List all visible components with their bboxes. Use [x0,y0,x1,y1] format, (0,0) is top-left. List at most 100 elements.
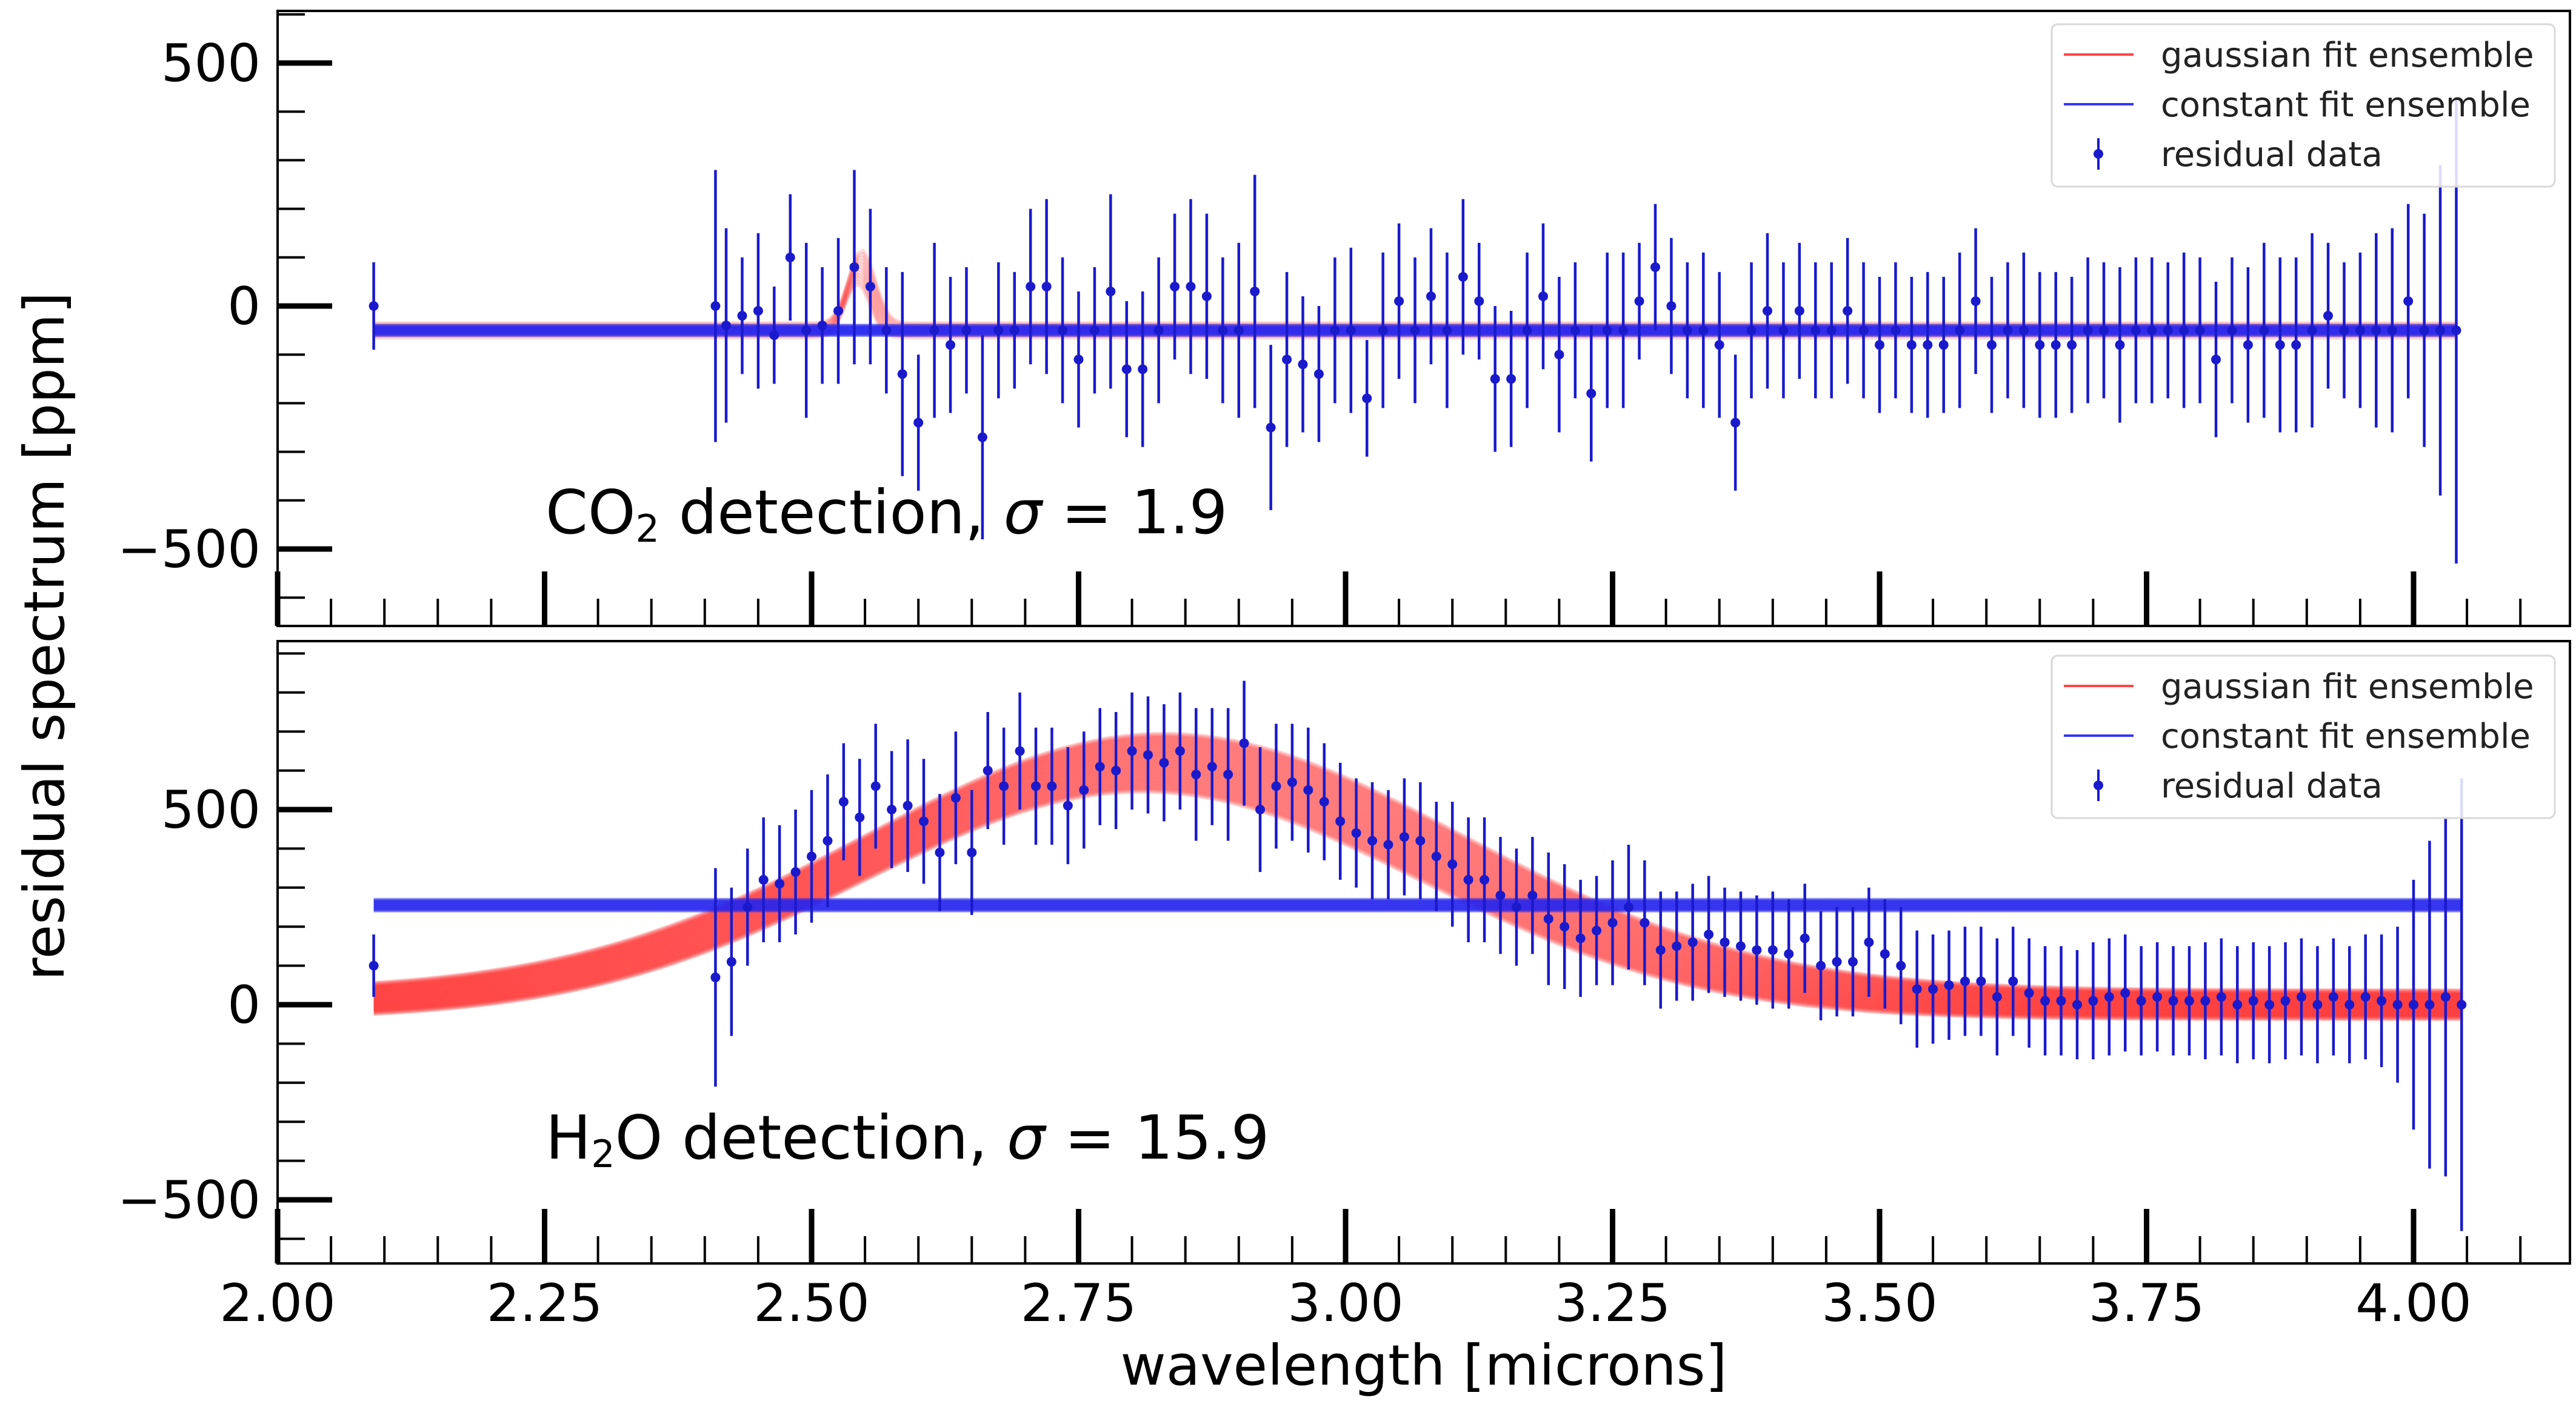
h2o-data-point [1111,765,1121,776]
h2o-gaussian-fit-line [373,760,2462,1008]
h2o-legend-data-marker [2094,780,2103,790]
co2-data-point [1170,281,1180,291]
h2o-data-point [2344,1000,2355,1010]
co2-data-point [1650,262,1660,272]
h2o-gaussian-fit-line [373,784,2462,1019]
h2o-gaussian-fit-line [373,733,2462,995]
co2-data-point [881,325,892,336]
co2-legend-data-label: residual data [2161,135,2383,175]
co2-data-point [2147,325,2157,336]
h2o-data-point [1335,816,1346,827]
co2-data-point [2131,325,2141,336]
h2o-data-point [2072,1000,2082,1010]
h2o-data-point [2392,1000,2403,1010]
h2o-data-point [2264,1000,2275,1010]
h2o-gaussian-fit-line [373,752,2462,1004]
co2-data-point [1394,296,1404,306]
co2-data-point [753,306,763,316]
h2o-data-point [1543,914,1553,924]
co2-data-point [817,321,827,331]
co2-data-point [1106,286,1116,296]
h2o-data-point [2056,996,2066,1006]
co2-data-point [977,432,987,442]
co2-data-point [1730,418,1741,428]
h2o-data-point [1896,960,1906,971]
h2o-data-point [1623,902,1633,912]
h2o-data-point [1912,984,1922,994]
co2-data-point [2050,340,2061,350]
co2-data-point [2435,325,2446,336]
h2o-data-point [1511,902,1521,912]
co2-data-point [1826,325,1837,336]
co2-data-point [1875,340,1884,350]
h2o-data-point [2168,996,2178,1006]
co2-data-point [946,340,956,350]
h2o-gaussian-fit-line [373,769,2462,1012]
co2-data-point [1378,325,1388,336]
h2o-data-point [1079,785,1089,795]
h2o-data-point [1351,828,1361,838]
co2-data-point [1714,340,1724,350]
co2-data-point [1682,325,1692,336]
h2o-data-point [1319,797,1329,807]
co2-data-point [2227,325,2237,336]
h2o-data-point [1303,785,1313,795]
co2-legend-constant-label: constant fit ensemble [2161,85,2531,125]
h2o-data-point [790,867,801,877]
x-axis-title: wavelength [microns] [1120,1333,1727,1398]
co2-data-point [785,252,795,262]
co2-data-point [1442,325,1452,336]
h2o-gaussian-fit-line [373,742,2462,999]
co2-data-point [2355,325,2365,336]
h2o-data-point [855,812,865,822]
h2o-detection-annotation: H2O detection, σ = 15.9 [546,1102,1269,1176]
co2-y-tick-label: −500 [118,519,261,580]
co2-data-point [1186,281,1196,291]
co2-data-point [801,325,812,336]
co2-data-point [849,262,859,272]
co2-data-point [1890,325,1901,336]
x-tick-label: 3.75 [2089,1273,2204,1334]
co2-data-point [1138,364,1148,374]
h2o-data-point [1015,746,1025,756]
h2o-gaussian-fit-line [373,736,2462,996]
co2-data-point [2035,340,2045,350]
co2-data-point [1282,354,1292,365]
x-tick-label: 2.50 [753,1273,869,1334]
co2-data-point [2339,325,2349,336]
co2-data-point [865,281,875,291]
h2o-data-point [710,972,721,982]
co2-data-point [2291,340,2301,350]
co2-data-point [1233,325,1244,336]
h2o-data-point [1880,949,1890,959]
h2o-gaussian-fit-line [373,765,2462,1010]
co2-data-point [1762,306,1772,316]
co2-data-point [2371,325,2381,336]
h2o-data-point [1560,922,1570,932]
h2o-data-point [1287,777,1297,787]
h2o-gaussian-fit-line [373,767,2462,1011]
x-tick-label: 3.25 [1555,1273,1670,1334]
h2o-gaussian-fit-line [373,750,2462,1003]
h2o-data-point [1720,937,1730,947]
h2o-constant-fit-ensemble [373,897,2462,913]
h2o-data-point [919,816,929,827]
co2-data-point [1618,325,1629,336]
co2-data-point [2387,325,2397,336]
h2o-data-point [1480,874,1490,885]
co2-data-point [2195,325,2205,336]
co2-data-point [1458,271,1468,282]
co2-data-point [1362,393,1372,404]
h2o-data-point [1687,937,1698,947]
co2-y-tick-label: 0 [227,276,261,337]
co2-data-point [1522,325,1532,336]
h2o-data-point [1223,770,1233,780]
h2o-gaussian-fit-line [373,773,2462,1014]
co2-data-point [1955,325,1965,336]
h2o-data-point [2409,1000,2418,1010]
x-tick-label: 2.00 [219,1273,335,1334]
h2o-y-tick-label: −500 [118,1170,261,1231]
h2o-axes: 500 0 −500 [118,652,2522,1263]
co2-data-point [1666,301,1677,311]
